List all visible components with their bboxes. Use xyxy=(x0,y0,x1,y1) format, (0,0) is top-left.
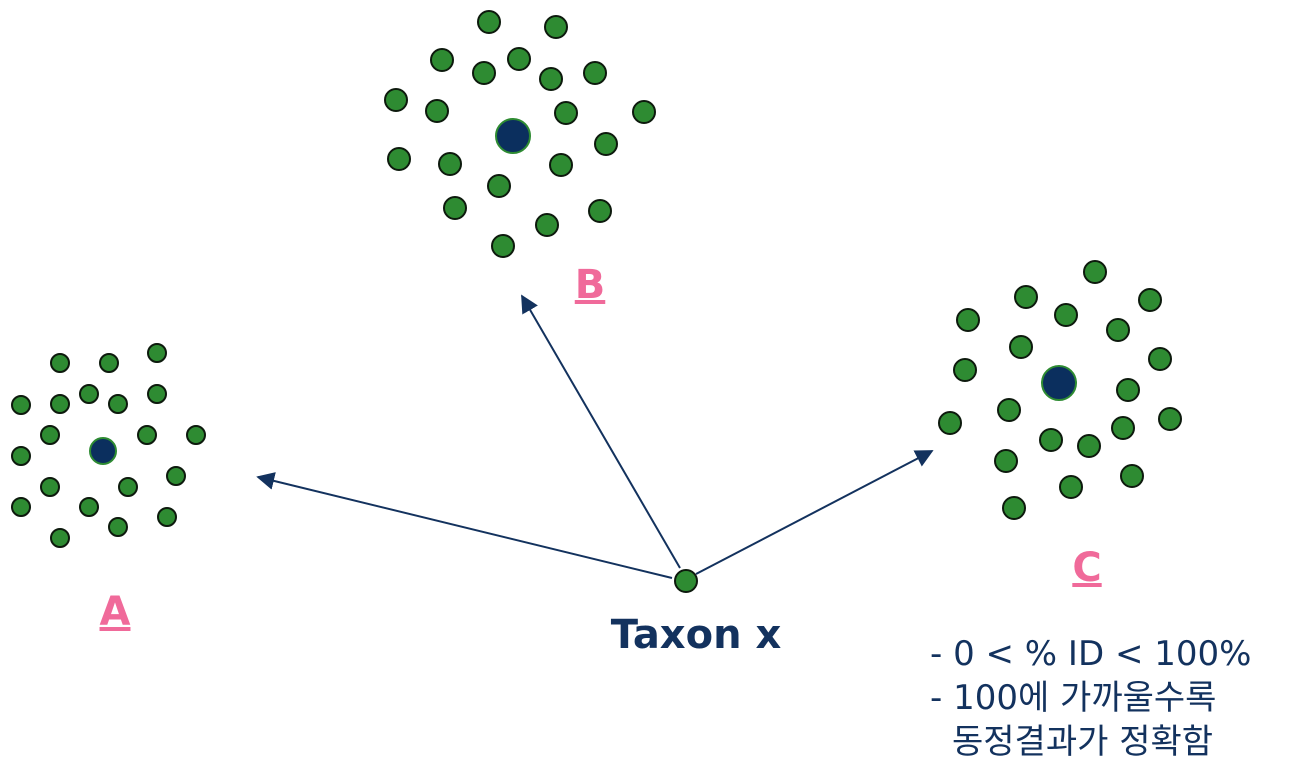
member-dot xyxy=(994,449,1018,473)
member-dot xyxy=(166,466,186,486)
member-dot xyxy=(50,353,70,373)
member-dot xyxy=(1138,288,1162,312)
member-dot xyxy=(1059,475,1083,499)
member-dot xyxy=(108,517,128,537)
member-dot xyxy=(487,174,511,198)
taxon-x-label: Taxon x xyxy=(611,612,782,658)
member-dot xyxy=(79,497,99,517)
taxon-x-dot xyxy=(674,569,698,593)
member-dot xyxy=(507,47,531,71)
member-dot xyxy=(1039,428,1063,452)
member-dot xyxy=(11,446,31,466)
member-dot xyxy=(50,528,70,548)
member-dot xyxy=(491,234,515,258)
member-dot xyxy=(535,213,559,237)
member-dot xyxy=(438,152,462,176)
member-dot xyxy=(1120,464,1144,488)
note-line-2: - 100에 가까울수록 xyxy=(930,678,1217,718)
member-dot xyxy=(1002,496,1026,520)
member-dot xyxy=(79,384,99,404)
member-dot xyxy=(938,411,962,435)
member-dot xyxy=(1158,407,1182,431)
member-dot xyxy=(387,147,411,171)
member-dot xyxy=(186,425,206,445)
member-dot xyxy=(430,48,454,72)
member-dot xyxy=(1054,303,1078,327)
member-dot xyxy=(1083,260,1107,284)
member-dot xyxy=(11,395,31,415)
cluster-a xyxy=(11,343,206,548)
note-line-3: 동정결과가 정확함 xyxy=(952,722,1214,762)
member-dot xyxy=(50,394,70,414)
arrow-to-c xyxy=(695,450,934,575)
member-dot xyxy=(588,199,612,223)
member-dot xyxy=(40,477,60,497)
member-dot xyxy=(539,67,563,91)
arrow-to-b xyxy=(521,294,681,569)
member-dot xyxy=(1077,434,1101,458)
member-dot xyxy=(443,196,467,220)
member-dot xyxy=(108,394,128,414)
member-dot xyxy=(157,507,177,527)
note-line-1: - 0 < % ID < 100% xyxy=(930,634,1252,674)
cluster-b xyxy=(384,10,656,258)
member-dot xyxy=(147,384,167,404)
member-dot xyxy=(549,153,573,177)
member-dot xyxy=(554,101,578,125)
arrows xyxy=(256,294,934,579)
centroid-dot xyxy=(1041,365,1077,401)
member-dot xyxy=(137,425,157,445)
member-dot xyxy=(118,477,138,497)
member-dot xyxy=(1009,335,1033,359)
member-dot xyxy=(40,425,60,445)
member-dot xyxy=(1106,318,1130,342)
member-dot xyxy=(594,132,618,156)
cluster-label-b: B xyxy=(575,262,606,308)
member-dot xyxy=(1111,416,1135,440)
member-dot xyxy=(477,10,501,34)
cluster-label-c: C xyxy=(1072,545,1101,591)
centroid-dot xyxy=(89,437,117,465)
member-dot xyxy=(544,15,568,39)
arrow-to-a xyxy=(256,472,673,579)
member-dot xyxy=(632,100,656,124)
member-dot xyxy=(1014,285,1038,309)
member-dot xyxy=(1148,347,1172,371)
member-dot xyxy=(11,497,31,517)
member-dot xyxy=(147,343,167,363)
member-dot xyxy=(997,398,1021,422)
centroid-dot xyxy=(495,118,531,154)
member-dot xyxy=(1116,378,1140,402)
member-dot xyxy=(384,88,408,112)
member-dot xyxy=(99,353,119,373)
identity-notes: - 0 < % ID < 100% - 100에 가까울수록 동정결과가 정확함 xyxy=(930,632,1290,764)
member-dot xyxy=(583,61,607,85)
member-dot xyxy=(425,99,449,123)
member-dot xyxy=(956,308,980,332)
cluster-label-a: A xyxy=(100,589,131,635)
member-dot xyxy=(953,358,977,382)
cluster-c xyxy=(938,260,1182,520)
member-dot xyxy=(472,61,496,85)
